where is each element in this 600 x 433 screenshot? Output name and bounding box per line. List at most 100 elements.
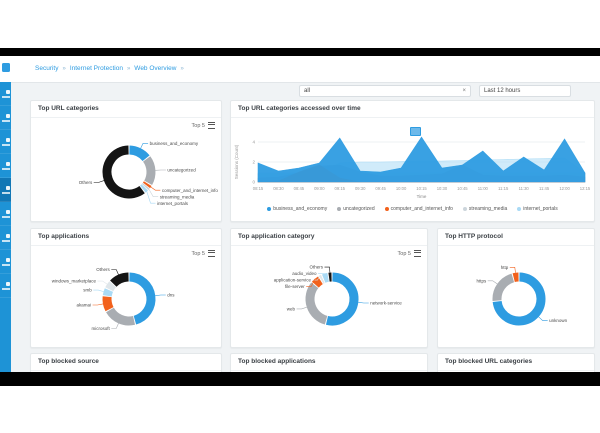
card-top-blocked-url-categories: Top blocked URL categories — [437, 353, 595, 372]
svg-text:08:30: 08:30 — [273, 186, 284, 191]
sidebar — [0, 56, 11, 372]
sidebar-item[interactable] — [0, 106, 11, 130]
card-top-http-protocol: Top HTTP protocol unknown http https — [437, 228, 595, 348]
device-filter-dropdown[interactable]: all × — [299, 85, 471, 97]
svg-text:file-server: file-server — [285, 284, 305, 289]
svg-text:10:15: 10:15 — [416, 186, 427, 191]
chart-toolbox-icon[interactable] — [410, 127, 421, 136]
svg-text:10:30: 10:30 — [437, 186, 448, 191]
svg-text:10:00: 10:00 — [396, 186, 407, 191]
breadcrumb: Security » Internet Protection » Web Ove… — [35, 65, 184, 72]
svg-text:11:00: 11:00 — [478, 186, 489, 191]
letterbox-bar-top — [0, 48, 600, 56]
svg-text:12:00: 12:00 — [559, 186, 570, 191]
dashboard-app: Security » Internet Protection » Web Ove… — [0, 56, 600, 372]
svg-text:08:15: 08:15 — [253, 186, 264, 191]
sidebar-item[interactable] — [0, 250, 11, 274]
app-logo-icon — [2, 63, 10, 72]
legend-dot-icon — [267, 207, 272, 211]
sidebar-item[interactable] — [0, 82, 11, 106]
time-range-value: Last 12 hours — [484, 88, 521, 94]
card-top-application-category: Top application category Top 5 network-s… — [230, 228, 428, 348]
sidebar-item-icon — [5, 113, 10, 118]
svg-text:unknown: unknown — [549, 318, 568, 323]
sidebar-item-icon — [5, 185, 10, 190]
card-title: Top blocked applications — [231, 354, 427, 371]
legend-item: business_and_economy — [267, 206, 327, 212]
sidebar-item-icon — [5, 137, 10, 142]
sidebar-item-icon — [5, 257, 10, 262]
sidebar-item[interactable] — [0, 154, 11, 178]
svg-text:Others: Others — [96, 267, 110, 272]
card-menu-icon[interactable] — [208, 122, 215, 129]
card-top-url-categories: Top URL categories Top 5 business_and_ec… — [30, 100, 222, 222]
card-title: Top blocked URL categories — [438, 354, 594, 371]
svg-text:11:15: 11:15 — [498, 186, 509, 191]
svg-text:09:45: 09:45 — [375, 186, 386, 191]
breadcrumb-item-internet-protection[interactable]: Internet Protection — [69, 65, 123, 72]
card-top-url-categories-over-time: Top URL categories accessed over time 0 2… — [230, 100, 595, 222]
breadcrumb-item-security[interactable]: Security — [35, 65, 59, 72]
sidebar-item[interactable] — [0, 130, 11, 154]
breadcrumb-separator: » — [126, 65, 131, 72]
svg-text:11:30: 11:30 — [519, 186, 530, 191]
svg-text:audio_video: audio_video — [292, 271, 317, 276]
sidebar-item[interactable] — [0, 226, 11, 250]
card-menu-icon[interactable] — [414, 250, 421, 257]
svg-text:network-service: network-service — [370, 301, 402, 306]
card-title: Top blocked source — [31, 354, 221, 371]
time-range-dropdown[interactable]: Last 12 hours — [479, 85, 571, 97]
breadcrumb-bar: Security » Internet Protection » Web Ove… — [11, 56, 600, 83]
svg-text:dns: dns — [167, 293, 175, 298]
card-title: Top URL categories — [31, 101, 221, 118]
card-title: Top applications — [31, 229, 221, 246]
sidebar-item-icon — [5, 233, 10, 238]
sidebar-item[interactable] — [0, 202, 11, 226]
svg-text:12:15: 12:15 — [580, 186, 591, 191]
svg-text:web: web — [287, 306, 296, 311]
svg-text:windows_marketplace: windows_marketplace — [52, 279, 97, 284]
device-filter-value: all — [304, 88, 311, 94]
legend-item: computer_and_internet_info — [384, 206, 453, 212]
letterbox-bar-bottom — [0, 372, 600, 386]
svg-text:2: 2 — [252, 160, 255, 165]
svg-text:internet_portals: internet_portals — [157, 201, 189, 206]
card-menu-icon[interactable] — [208, 250, 215, 257]
svg-text:Sessions (Count): Sessions (Count) — [234, 144, 239, 179]
top-n-label: Top 5 — [191, 250, 205, 257]
card-top-applications: Top applications Top 5 dns Others windows_… — [30, 228, 222, 348]
svg-text:business_and_economy: business_and_economy — [150, 141, 199, 146]
svg-text:10:45: 10:45 — [457, 186, 468, 191]
breadcrumb-item-web-overview[interactable]: Web Overview — [134, 65, 177, 72]
sidebar-item-icon — [5, 161, 10, 166]
clear-filter-icon[interactable]: × — [462, 88, 466, 94]
sidebar-item[interactable] — [0, 274, 11, 298]
card-title: Top HTTP protocol — [438, 229, 594, 246]
card-title: Top application category — [231, 229, 427, 246]
svg-text:application-service: application-service — [274, 278, 312, 283]
legend-dot-icon — [337, 207, 342, 211]
top-n-label: Top 5 — [397, 250, 411, 257]
sidebar-header — [0, 56, 11, 82]
sidebar-item-active[interactable] — [0, 178, 11, 202]
card-title: Top URL categories accessed over time — [231, 101, 594, 118]
svg-text:uncategorized: uncategorized — [167, 168, 196, 173]
svg-text:smb: smb — [83, 288, 92, 293]
svg-text:11:45: 11:45 — [539, 186, 550, 191]
breadcrumb-separator: » — [62, 65, 66, 72]
sidebar-item-icon — [5, 89, 10, 94]
card-top-blocked-source: Top blocked source — [30, 353, 222, 372]
legend-dot-icon — [462, 207, 467, 211]
legend-item: uncategorized — [337, 206, 375, 212]
svg-text:microsoft: microsoft — [92, 326, 111, 331]
donut-chart-top-url-categories: business_and_economy uncategorized compute… — [79, 141, 219, 206]
sidebar-item-icon — [5, 281, 10, 286]
legend-dot-icon — [384, 207, 389, 211]
breadcrumb-separator: » — [180, 65, 184, 72]
area-chart-url-over-time: 0 2 4 08:15 08:30 08:45 09:00 09:15 09:30 09:45 10… — [234, 136, 591, 199]
sidebar-item-icon — [5, 209, 10, 214]
svg-text:Others: Others — [309, 265, 323, 270]
legend-item: internet_portals — [517, 206, 558, 212]
